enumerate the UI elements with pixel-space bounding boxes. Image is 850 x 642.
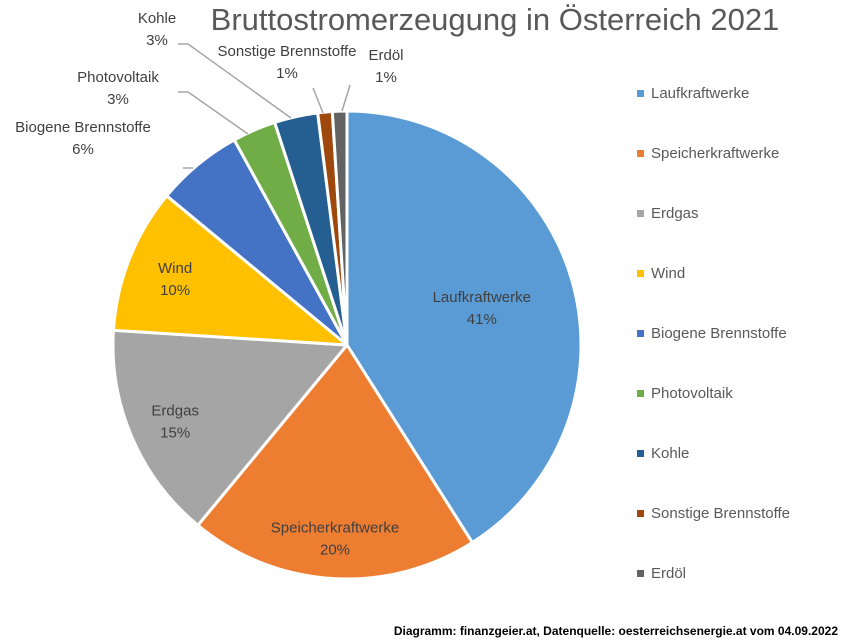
leader-line-kohle [178, 43, 292, 119]
slice-label-erdol: Erdöl [368, 47, 403, 64]
pie-slice-erdol [330, 109, 349, 347]
legend-label: Kohle [651, 445, 690, 462]
legend-item-photovoltaik: Photovoltaik [637, 384, 733, 404]
leader-line-erdol [341, 84, 351, 112]
legend-label: Erdöl [651, 565, 687, 582]
legend-swatch [637, 89, 644, 97]
legend-label: Erdgas [651, 205, 699, 222]
slice-label-biogene-brennstoffe: Biogene Brennstoffe [15, 119, 151, 136]
slice-label-wind: Wind [158, 260, 192, 277]
legend-label: Speicherkraftwerke [651, 145, 780, 162]
slice-value-erdgas: 15% [160, 424, 190, 441]
legend-swatch [637, 209, 644, 217]
slice-label-kohle: Kohle [138, 10, 176, 27]
pie-slices [111, 109, 583, 581]
slice-value-speicherkraftwerke: 20% [320, 542, 350, 559]
leader-lines [178, 43, 351, 169]
slice-label-sonstige-brennstoffe: Sonstige Brennstoffe [218, 43, 357, 60]
legend-item-speicherkraftwerke: Speicherkraftwerke [637, 144, 779, 164]
legend-item-laufkraftwerke: Laufkraftwerke [637, 84, 749, 104]
chart-title: Bruttostromerzeugung in Österreich 2021 [210, 2, 780, 37]
slice-value-laufkraftwerke: 41% [467, 311, 497, 328]
legend-item-sonstige-brennstoffe: Sonstige Brennstoffe [637, 504, 790, 524]
source-credit: Diagramm: finanzgeier.at, Datenquelle: o… [393, 624, 838, 638]
slice-label-erdgas: Erdgas [151, 402, 199, 419]
legend-label: Sonstige Brennstoffe [651, 505, 790, 522]
slice-value-kohle: 3% [146, 32, 168, 49]
legend-swatch [637, 569, 644, 577]
legend-swatch [637, 149, 644, 157]
leader-line-photovoltaik [178, 91, 249, 135]
legend-swatch [637, 329, 644, 337]
legend-label: Biogene Brennstoffe [651, 325, 787, 342]
pie-slice-speicherkraftwerke [196, 343, 474, 581]
legend-swatch [637, 389, 644, 397]
pie-slice-erdgas [111, 328, 349, 527]
slice-value-sonstige-brennstoffe: 1% [276, 65, 298, 82]
legend-item-erdgas: Erdgas [637, 204, 699, 224]
legend-item-kohle: Kohle [637, 444, 689, 464]
slice-value-biogene-brennstoffe: 6% [72, 141, 94, 158]
legend-swatch [637, 509, 644, 517]
legend-swatch [637, 449, 644, 457]
legend-label: Photovoltaik [651, 385, 733, 402]
legend-item-wind: Wind [637, 264, 685, 284]
legend-label: Wind [651, 265, 686, 282]
legend-swatch [637, 269, 644, 277]
leader-line-sonstige-brennstoffe [312, 87, 324, 114]
legend-label: Laufkraftwerke [651, 85, 750, 102]
slice-value-photovoltaik: 3% [107, 91, 129, 108]
slice-labels: Laufkraftwerke 41% Speicherkraftwerke 20% Er… [15, 10, 531, 559]
legend-item-biogene-brennstoffe: Biogene Brennstoffe [637, 324, 787, 344]
slice-label-speicherkraftwerke: Speicherkraftwerke [271, 520, 399, 537]
legend-item-erdol: Erdöl [637, 564, 686, 584]
slice-label-photovoltaik: Photovoltaik [77, 69, 159, 86]
slice-value-wind: 10% [160, 282, 190, 299]
slice-value-erdol: 1% [375, 69, 397, 86]
pie-slice-wind [111, 194, 349, 347]
slice-label-laufkraftwerke: Laufkraftwerke [433, 289, 531, 306]
